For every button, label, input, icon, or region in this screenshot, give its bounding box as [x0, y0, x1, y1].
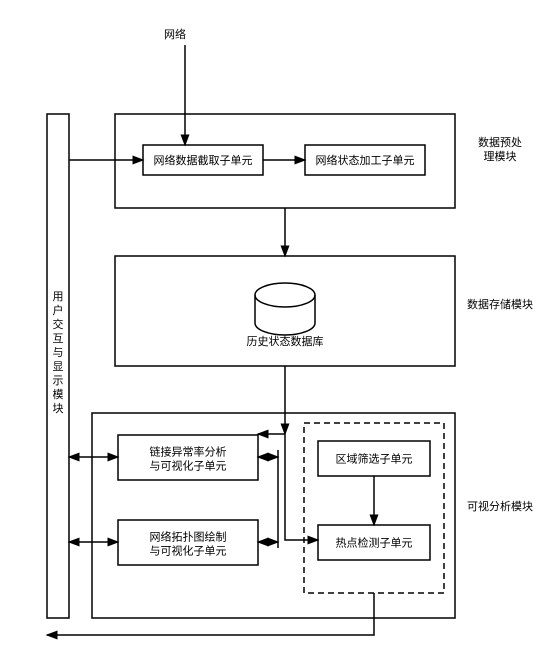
storage-module-box — [115, 256, 455, 366]
ui-module-label: 互 — [53, 333, 64, 345]
analysis-module-label: 可视分析模块 — [467, 499, 533, 513]
ui-module-label: 户 — [53, 303, 64, 317]
db-label: 历史状态数据库 — [247, 334, 324, 348]
db-body — [255, 295, 315, 335]
state-sub-label: 网络状态加工子单元 — [316, 153, 415, 167]
storage-module-label: 数据存储模块 — [467, 297, 533, 311]
sub-bl-label: 与可视化子单元 — [150, 544, 227, 558]
ui-module-label: 块 — [53, 402, 64, 415]
sub-bl-label: 网络拓扑图绘制 — [150, 530, 227, 544]
sub-tl-label: 链接异常率分析 — [150, 445, 227, 459]
sub-tr-label: 区域筛选子单元 — [336, 452, 413, 466]
arrow-branch-bottom — [285, 434, 318, 540]
net-sub-label: 网络数据截取子单元 — [154, 153, 253, 167]
ui-module-label: 与 — [53, 346, 64, 359]
network-label: 网络 — [164, 27, 186, 41]
analysis-module-box — [92, 413, 455, 618]
arrow-analysis-to-ui — [47, 593, 374, 635]
ui-module-label: 交 — [53, 317, 64, 331]
ui-module-label: 模 — [53, 388, 64, 401]
ui-module-label: 用 — [53, 291, 64, 303]
ui-module-label: 示 — [53, 375, 64, 387]
ui-module-label: 显 — [53, 360, 64, 373]
preprocess-module-label: 理模块 — [484, 150, 517, 163]
sub-tl-label: 与可视化子单元 — [150, 459, 227, 473]
sub-br-label: 热点检测子单元 — [336, 536, 413, 550]
preprocess-module-label: 数据预处 — [478, 135, 522, 149]
db-top — [255, 283, 315, 307]
